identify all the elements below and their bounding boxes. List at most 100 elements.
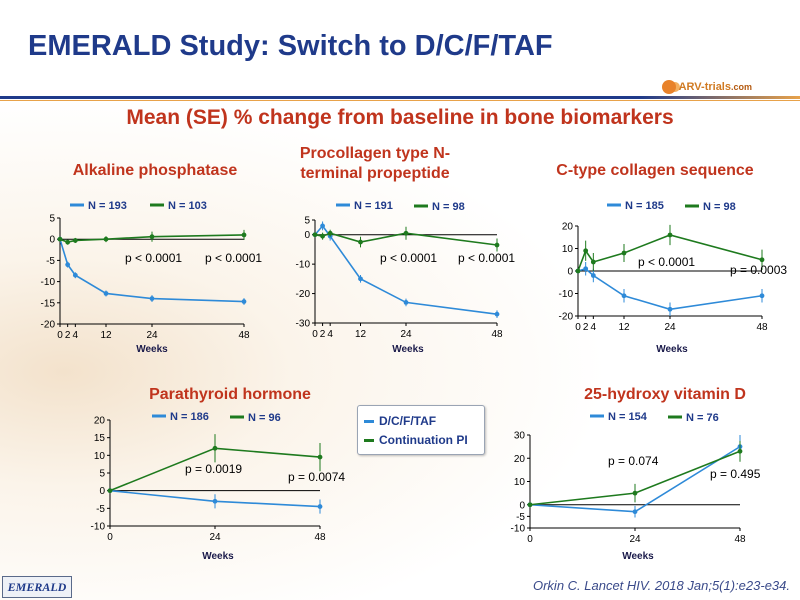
title-rule [0, 96, 800, 99]
x-axis-label: Weeks [622, 551, 654, 562]
data-point [149, 296, 155, 301]
title-rule-accent [0, 100, 800, 101]
x-tick-label: 0 [107, 532, 113, 543]
y-tick-label: -5 [46, 256, 55, 267]
data-point [667, 306, 673, 312]
panel-title-pth: Parathyroid hormone [149, 386, 311, 403]
y-tick-label: 0 [567, 267, 573, 278]
legend-label: N = 193 [88, 200, 127, 212]
x-tick-label: 4 [591, 322, 597, 333]
data-point [632, 490, 638, 496]
legend-label-pi: Continuation PI [379, 433, 468, 447]
data-point [107, 488, 113, 494]
x-tick-label: 48 [734, 534, 746, 545]
p-value-annotation: p < 0.0001 [205, 251, 262, 265]
data-point [621, 250, 627, 256]
x-tick-label: 24 [209, 532, 221, 543]
data-point [327, 230, 333, 236]
x-axis-label: Weeks [392, 344, 424, 355]
logo-suffix: .com [730, 82, 752, 92]
panel-title-alp: Alkaline phosphatase [72, 162, 238, 179]
arv-trials-logo[interactable]: ARV-trials .com [661, 78, 752, 96]
y-tick-label: 20 [562, 222, 574, 233]
y-tick-label: -10 [511, 524, 526, 535]
data-point [149, 234, 155, 240]
data-point [358, 239, 363, 245]
x-axis-label: Weeks [656, 344, 688, 355]
x-tick-label: 48 [314, 532, 326, 543]
y-tick-label: -10 [559, 289, 574, 300]
data-point [583, 266, 589, 272]
p-value-annotation: p = 0.0074 [288, 470, 345, 484]
data-point [103, 236, 109, 242]
x-tick-label: 4 [73, 330, 79, 341]
y-tick-label: -10 [91, 522, 106, 533]
data-point [241, 232, 247, 238]
data-point [212, 498, 218, 504]
data-point [403, 300, 409, 305]
x-tick-label: 0 [527, 534, 533, 545]
data-point [583, 248, 589, 254]
y-tick-label: -5 [516, 512, 525, 523]
panel-title-p1np: Procollagen type N-terminal propeptide [299, 145, 451, 182]
data-point [590, 273, 596, 278]
legend-label: N = 185 [625, 200, 664, 212]
slide-subtitle: Mean (SE) % change from baseline in bone… [126, 106, 674, 129]
data-point [621, 293, 627, 299]
data-point [57, 236, 63, 242]
y-tick-label: -5 [96, 504, 105, 515]
data-point [72, 238, 78, 243]
x-tick-label: 24 [400, 329, 412, 340]
y-tick-label: 10 [562, 244, 574, 255]
y-tick-label: 0 [304, 230, 310, 241]
x-axis-label: Weeks [136, 344, 168, 355]
y-tick-label: -20 [41, 320, 56, 331]
x-tick-label: 24 [629, 534, 641, 545]
data-point [320, 223, 325, 229]
series-line-0 [59, 238, 245, 303]
x-tick-label: 12 [355, 329, 367, 340]
data-point [737, 448, 743, 454]
legend-swatch-dcftaf [364, 419, 374, 423]
y-tick-label: 10 [94, 451, 106, 462]
treatment-legend: D/C/F/TAF Continuation PI [357, 405, 485, 455]
data-point [494, 242, 500, 248]
y-tick-label: -10 [296, 260, 311, 271]
legend-item-pi: Continuation PI [364, 433, 468, 447]
x-tick-label: 48 [756, 322, 768, 333]
legend-label: N = 186 [170, 411, 209, 423]
legend-item-dcftaf: D/C/F/TAF [364, 414, 436, 428]
legend-label: N = 103 [168, 200, 207, 212]
x-axis-label: Weeks [202, 551, 234, 562]
p-value-annotation: p = 0.0019 [185, 462, 242, 476]
y-tick-label: -30 [296, 319, 311, 330]
y-tick-label: 20 [94, 416, 106, 427]
citation: Orkin C. Lancet HIV. 2018 Jan;5(1):e23-e… [532, 578, 790, 593]
y-tick-label: 0 [519, 500, 525, 511]
legend-swatch-pi [364, 438, 374, 442]
y-tick-label: 20 [514, 454, 526, 465]
y-tick-label: 5 [49, 214, 55, 225]
p-value-annotation: p < 0.0001 [458, 251, 515, 265]
x-tick-label: 2 [320, 329, 326, 340]
data-point [317, 454, 323, 460]
x-tick-label: 24 [146, 330, 158, 341]
data-point [759, 293, 765, 299]
y-tick-label: 0 [99, 486, 105, 497]
data-point [358, 276, 363, 282]
data-point [65, 262, 71, 268]
y-tick-label: 30 [514, 431, 526, 442]
data-point [320, 233, 325, 239]
data-point [312, 232, 318, 238]
y-tick-label: 10 [514, 477, 526, 488]
x-tick-label: 48 [238, 330, 250, 341]
panel-title-ctx: C-type collagen sequence [556, 162, 754, 179]
x-tick-label: 12 [618, 322, 630, 333]
p-value-annotation: p < 0.0001 [125, 251, 182, 265]
p-value-annotation: p < 0.0001 [380, 251, 437, 265]
